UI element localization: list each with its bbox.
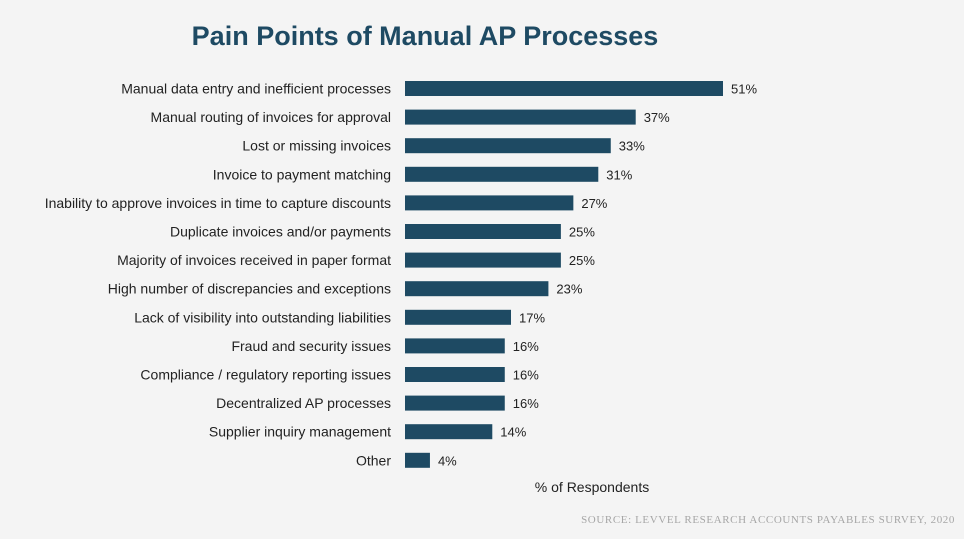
- bar: [405, 166, 599, 182]
- category-label: Supplier inquiry management: [209, 424, 391, 440]
- value-label: 27%: [581, 196, 607, 211]
- category-label: Compliance / regulatory reporting issues: [140, 367, 391, 383]
- category-label: Decentralized AP processes: [216, 395, 391, 411]
- value-label: 16%: [513, 396, 539, 411]
- value-label: 4%: [438, 453, 457, 468]
- value-label: 25%: [569, 225, 595, 240]
- bar: [405, 109, 636, 125]
- category-label: Majority of invoices received in paper f…: [117, 252, 391, 268]
- bar: [405, 338, 505, 354]
- x-axis-label: % of Respondents: [535, 479, 649, 495]
- category-label: High number of discrepancies and excepti…: [108, 281, 391, 297]
- value-label: 31%: [606, 167, 632, 182]
- value-label: 14%: [500, 425, 526, 440]
- bar: [405, 367, 505, 382]
- category-label: Manual routing of invoices for approval: [151, 109, 391, 125]
- bar: [405, 138, 611, 154]
- category-label: Duplicate invoices and/or payments: [170, 224, 391, 240]
- value-label: 25%: [569, 253, 595, 268]
- category-label: Inability to approve invoices in time to…: [45, 195, 391, 211]
- bar: [405, 395, 505, 411]
- category-label: Invoice to payment matching: [213, 166, 391, 182]
- value-label: 37%: [644, 110, 670, 125]
- value-label: 33%: [619, 139, 645, 154]
- value-label: 17%: [519, 310, 545, 325]
- bar: [405, 281, 549, 297]
- chart-title: Pain Points of Manual AP Processes: [192, 21, 659, 51]
- category-label: Manual data entry and inefficient proces…: [121, 81, 391, 97]
- category-label: Lost or missing invoices: [242, 138, 391, 154]
- value-label: 16%: [513, 339, 539, 354]
- bar: [405, 252, 561, 268]
- category-label: Lack of visibility into outstanding liab…: [134, 309, 391, 325]
- category-label: Other: [356, 452, 391, 468]
- bar: [405, 424, 493, 440]
- bar: [405, 452, 430, 468]
- value-label: 16%: [513, 368, 539, 383]
- bar: [405, 81, 723, 96]
- bar: [405, 224, 561, 239]
- value-label: 23%: [556, 282, 582, 297]
- bar: [405, 195, 574, 211]
- bars-group: Manual data entry and inefficient proces…: [45, 81, 758, 469]
- bar: [405, 309, 511, 325]
- value-label: 51%: [731, 82, 757, 97]
- source-note: SOURCE: LEVVEL RESEARCH ACCOUNTS PAYABLE…: [581, 514, 955, 526]
- category-label: Fraud and security issues: [231, 338, 391, 354]
